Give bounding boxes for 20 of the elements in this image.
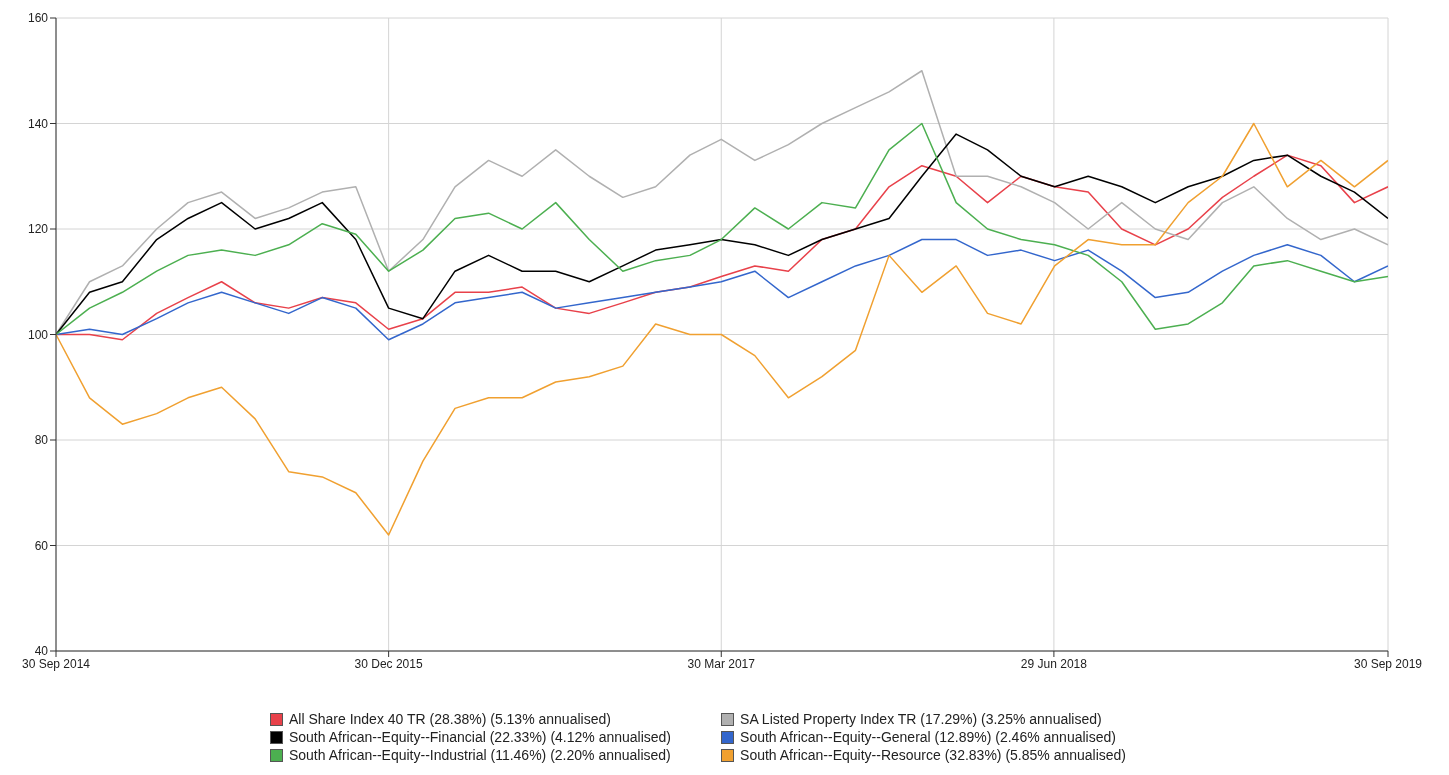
y-tick-label: 160 <box>27 11 49 26</box>
x-tick-label: 29 Jun 2018 <box>1020 656 1088 671</box>
legend-label: SA Listed Property Index TR (17.29%) (3.25% annualised) <box>740 711 1102 727</box>
x-tick-label: 30 Sep 2014 <box>21 656 91 671</box>
y-tick-label: 120 <box>27 222 49 237</box>
x-tick-label: 30 Mar 2017 <box>687 656 756 671</box>
x-tick-label: 30 Sep 2019 <box>1353 656 1423 671</box>
line-series <box>56 238 1388 341</box>
legend-label: South African--Equity--General (12.89%) (2.46% annualised) <box>740 729 1116 745</box>
y-tick-label: 100 <box>27 327 49 342</box>
line-series <box>56 122 1388 536</box>
legend-label: South African--Equity--Industrial (11.46%) (2.20% annualised) <box>288 747 671 763</box>
legend-label: South African--Equity--Financial (22.33%) (4.12% annualised) <box>288 729 672 745</box>
legend-label: All Share Index 40 TR (28.38%) (5.13% annualised) <box>288 711 611 727</box>
y-tick-label: 40 <box>34 644 49 659</box>
y-tick-label: 140 <box>27 116 49 131</box>
y-tick-label: 80 <box>34 433 49 448</box>
x-tick-label: 30 Dec 2015 <box>354 656 423 671</box>
legend-label: South African--Equity--Resource (32.83%) (5.85% annualised) <box>740 747 1127 763</box>
y-tick-label: 60 <box>34 538 49 553</box>
